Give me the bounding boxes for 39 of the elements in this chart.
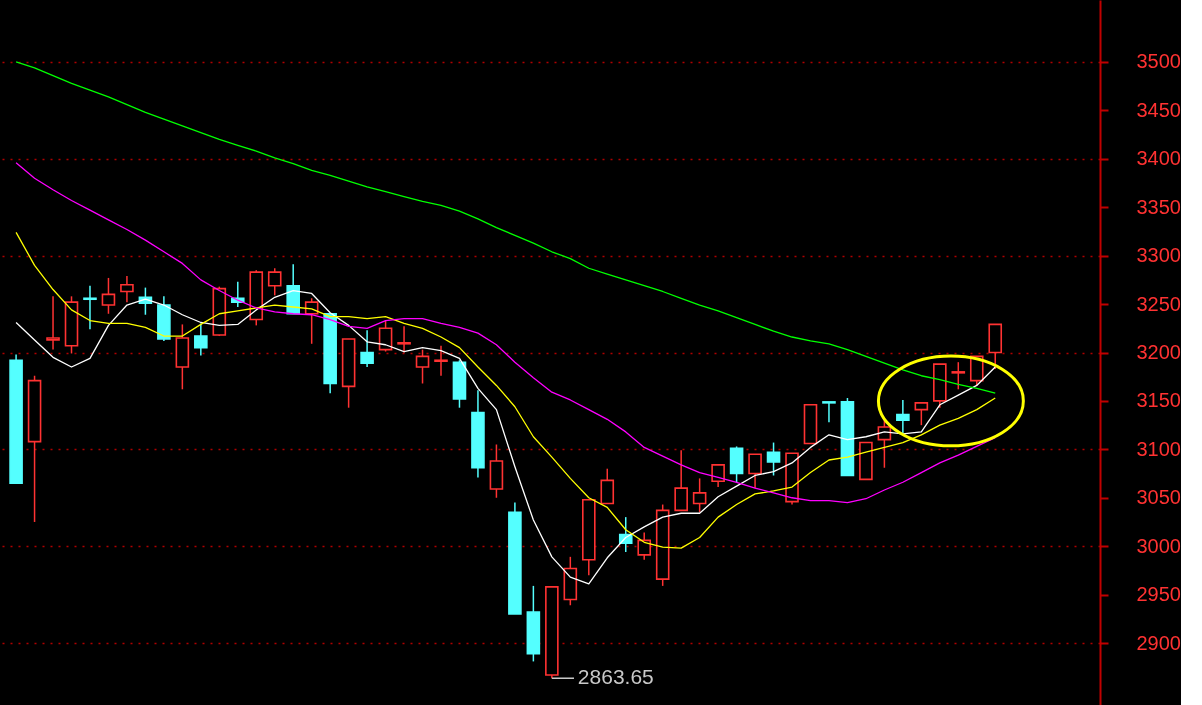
line-series [15, 289, 996, 585]
candlestick [896, 399, 910, 436]
y-tick-label: 3000 [1136, 534, 1181, 557]
candlestick [637, 531, 652, 561]
candlestick [46, 295, 60, 351]
y-tick-label: 3300 [1136, 244, 1181, 267]
candlestick [766, 441, 781, 477]
candlestick [194, 322, 208, 357]
y-tick-label: 3150 [1136, 389, 1181, 412]
y-tick-label: 3100 [1136, 437, 1181, 460]
candlestick [434, 344, 448, 377]
y-tick-label: 2950 [1136, 583, 1181, 606]
candlestick [822, 401, 836, 423]
candlestick [748, 453, 762, 489]
annotation: 2863.65 [577, 665, 654, 689]
candlestick [267, 267, 282, 297]
candlestick [600, 467, 615, 505]
candlestick [397, 325, 411, 354]
candlestick [692, 477, 707, 514]
candlestick [951, 361, 966, 391]
y-tick-label: 3450 [1136, 98, 1181, 121]
y-tick-label: 3050 [1136, 486, 1181, 509]
candlestick [711, 464, 725, 488]
y-tick-label: 3400 [1136, 147, 1181, 170]
line-series [15, 61, 996, 394]
y-tick-label: 3250 [1136, 292, 1181, 315]
candlestick [360, 329, 374, 368]
candlestick [83, 284, 97, 331]
y-tick-label: 2900 [1136, 631, 1181, 654]
candlestick [120, 275, 134, 303]
y-tick-label: 3500 [1136, 50, 1181, 73]
candlestick [101, 277, 116, 315]
candlestick [914, 402, 929, 426]
line-series [15, 162, 996, 504]
candlestick [415, 348, 430, 385]
candlestick [378, 319, 393, 353]
y-tick-label: 3200 [1136, 341, 1181, 363]
candlestick [674, 449, 688, 512]
y-tick-label: 3350 [1136, 195, 1181, 218]
